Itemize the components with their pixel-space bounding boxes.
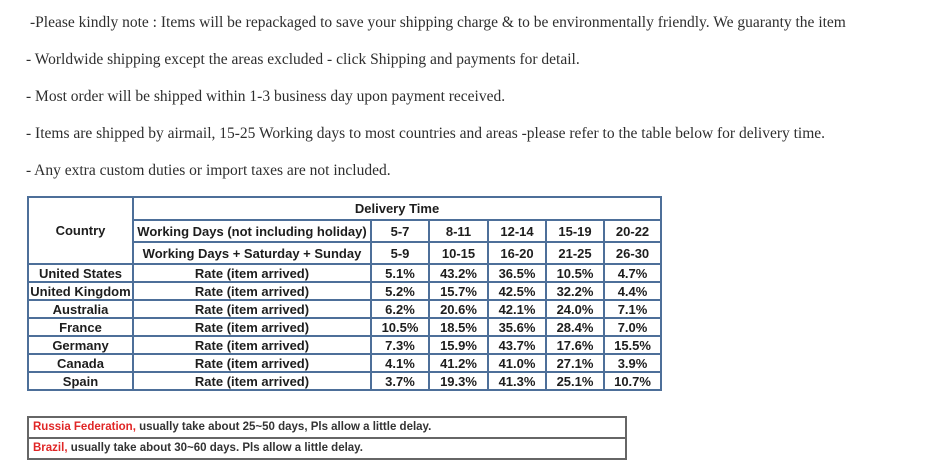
country-cell: Germany [27, 335, 134, 355]
rate-value-cell: 4.4% [602, 281, 663, 301]
rate-value-cell: 3.9% [602, 353, 663, 373]
range-cell: 5-7 [370, 219, 430, 243]
country-cell: Australia [27, 299, 134, 319]
rate-value-cell: 35.6% [487, 317, 547, 337]
rate-value-cell: 5.1% [370, 263, 430, 283]
rate-value-cell: 4.1% [370, 353, 430, 373]
rate-value-cell: 7.3% [370, 335, 430, 355]
rate-value-cell: 24.0% [545, 299, 605, 319]
table-header-row: Country Delivery Time [27, 196, 663, 265]
shipping-note: - Worldwide shipping except the areas ex… [26, 51, 580, 68]
rate-value-cell: 41.3% [487, 371, 547, 391]
delivery-time-table: Country Delivery Time Working Days (not … [27, 196, 663, 391]
footnote-text: usually take about 30~60 days. Pls allow… [67, 442, 363, 454]
rate-value-cell: 25.1% [545, 371, 605, 391]
table-row: United States Rate (item arrived) 5.1% 4… [27, 263, 663, 283]
shipping-note: - Items are shipped by airmail, 15-25 Wo… [26, 125, 826, 142]
rate-value-cell: 17.6% [545, 335, 605, 355]
rate-value-cell: 28.4% [545, 317, 605, 337]
rate-label-cell: Rate (item arrived) [132, 371, 372, 391]
working-days-weekend-row: Working Days + Saturday + Sunday 5-9 10-… [28, 241, 663, 265]
range-cell: 8-11 [428, 219, 489, 243]
rate-value-cell: 36.5% [487, 263, 547, 283]
rate-value-cell: 10.7% [602, 371, 663, 391]
footnote-text: usually take about 25~50 days, Pls allow… [135, 421, 432, 433]
rate-value-cell: 41.0% [487, 353, 547, 373]
country-header-cell: Country [27, 196, 134, 265]
table-row: United Kingdom Rate (item arrived) 5.2% … [27, 281, 663, 301]
rate-value-cell: 4.7% [602, 263, 663, 283]
shipping-note: -Please kindly note : Items will be repa… [30, 14, 846, 31]
shipping-note: - Any extra custom duties or import taxe… [26, 162, 391, 179]
rate-label-cell: Rate (item arrived) [132, 353, 372, 373]
footnote-country: Russia Federation, [33, 421, 136, 433]
working-days-row: Working Days (not including holiday) 5-7… [28, 219, 663, 243]
rate-value-cell: 7.1% [602, 299, 663, 319]
table-row: France Rate (item arrived) 10.5% 18.5% 3… [27, 317, 663, 337]
rate-value-cell: 6.2% [370, 299, 430, 319]
rate-value-cell: 15.9% [428, 335, 489, 355]
range-cell: 12-14 [487, 219, 547, 243]
rate-value-cell: 19.3% [428, 371, 489, 391]
rate-value-cell: 10.5% [370, 317, 430, 337]
footnotes-section: Russia Federation, usually take about 25… [27, 416, 627, 460]
rate-value-cell: 7.0% [602, 317, 663, 337]
rate-label-cell: Rate (item arrived) [132, 281, 372, 301]
range-cell: 20-22 [602, 219, 663, 243]
rate-value-cell: 18.5% [428, 317, 489, 337]
rate-value-cell: 15.5% [602, 335, 663, 355]
rate-value-cell: 42.5% [487, 281, 547, 301]
country-cell: Spain [27, 371, 134, 391]
rate-value-cell: 20.6% [428, 299, 489, 319]
range-cell: 16-20 [487, 241, 547, 265]
working-days-weekend-label-cell: Working Days + Saturday + Sunday [132, 241, 372, 265]
rate-label-cell: Rate (item arrived) [132, 263, 372, 283]
footnote-brazil: Brazil, usually take about 30~60 days. P… [27, 437, 627, 460]
rate-value-cell: 43.7% [487, 335, 547, 355]
rate-value-cell: 32.2% [545, 281, 605, 301]
rate-value-cell: 42.1% [487, 299, 547, 319]
delivery-time-header-cell: Delivery Time [131, 196, 663, 221]
footnote-russia: Russia Federation, usually take about 25… [27, 416, 627, 439]
country-cell: Canada [27, 353, 134, 373]
rate-label-cell: Rate (item arrived) [132, 299, 372, 319]
rate-value-cell: 3.7% [370, 371, 430, 391]
shipping-note: - Most order will be shipped within 1-3 … [26, 88, 506, 105]
rate-value-cell: 43.2% [428, 263, 489, 283]
country-cell: United States [27, 263, 134, 283]
working-days-label-cell: Working Days (not including holiday) [132, 219, 372, 243]
country-cell: France [27, 317, 134, 337]
range-cell: 15-19 [545, 219, 605, 243]
rate-value-cell: 10.5% [545, 263, 605, 283]
rate-value-cell: 27.1% [545, 353, 605, 373]
shipping-notes-section: -Please kindly note : Items will be repa… [26, 15, 926, 200]
rate-value-cell: 15.7% [428, 281, 489, 301]
table-body: United States Rate (item arrived) 5.1% 4… [27, 263, 663, 391]
rate-value-cell: 41.2% [428, 353, 489, 373]
country-cell: United Kingdom [27, 281, 134, 301]
table-row: Canada Rate (item arrived) 4.1% 41.2% 41… [27, 353, 663, 373]
table-row: Australia Rate (item arrived) 6.2% 20.6%… [27, 299, 663, 319]
rate-label-cell: Rate (item arrived) [132, 317, 372, 337]
rate-label-cell: Rate (item arrived) [132, 335, 372, 355]
range-cell: 21-25 [545, 241, 605, 265]
range-cell: 5-9 [370, 241, 430, 265]
table-row: Spain Rate (item arrived) 3.7% 19.3% 41.… [27, 371, 663, 391]
range-cell: 26-30 [602, 241, 663, 265]
range-cell: 10-15 [428, 241, 489, 265]
footnote-country: Brazil, [33, 442, 68, 454]
table-row: Germany Rate (item arrived) 7.3% 15.9% 4… [27, 335, 663, 355]
rate-value-cell: 5.2% [370, 281, 430, 301]
